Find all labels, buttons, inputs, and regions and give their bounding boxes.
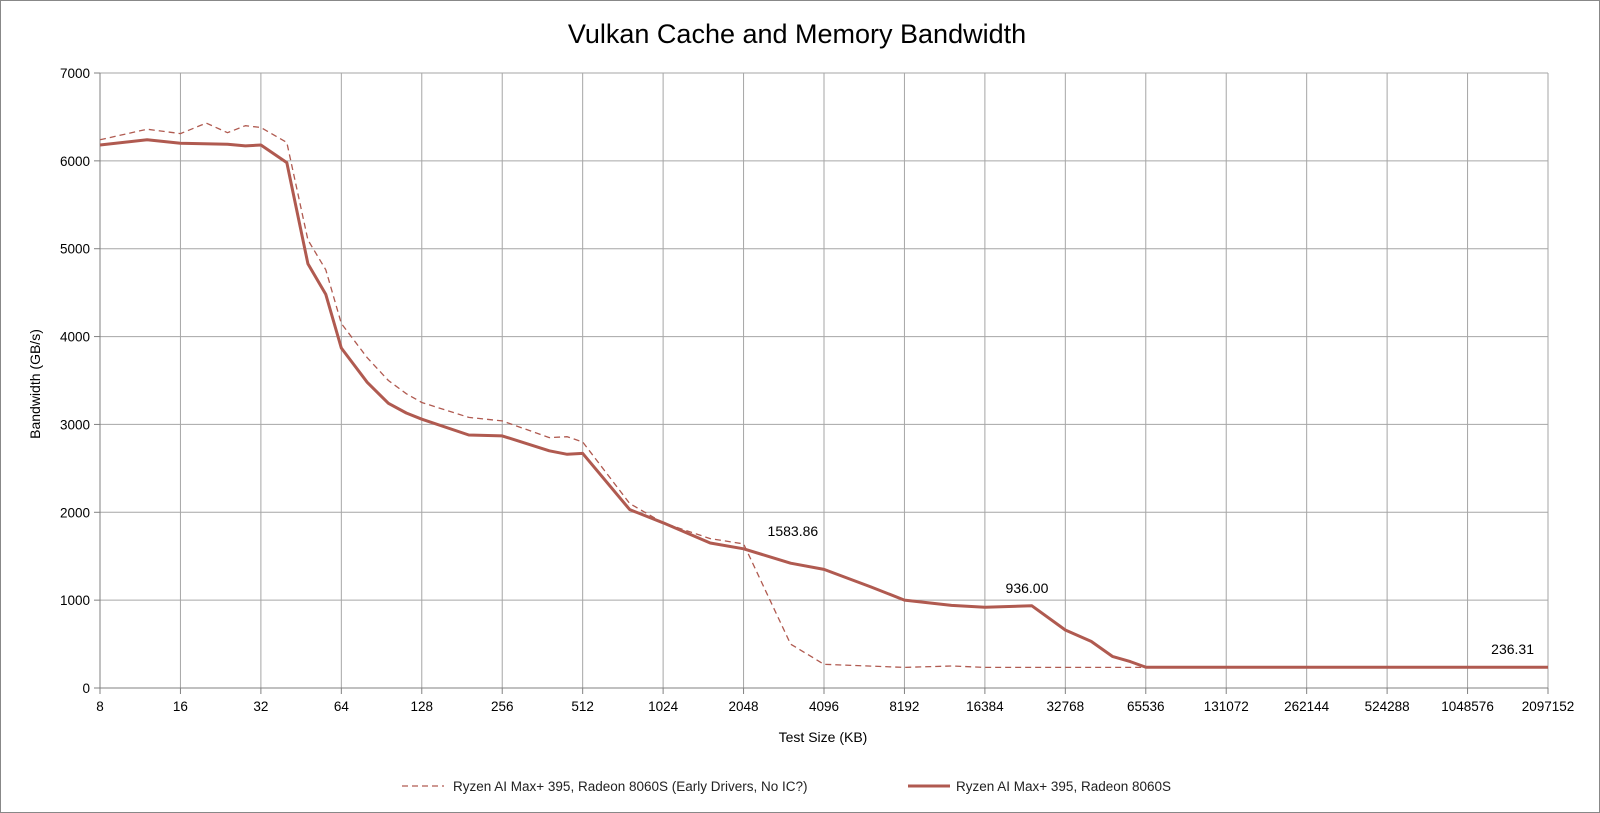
y-tick-label: 0 — [82, 681, 90, 696]
y-tick-label: 1000 — [60, 593, 90, 608]
x-tick-label: 2097152 — [1522, 699, 1575, 714]
series-line-current — [99, 138, 1548, 669]
legend-label-current: Ryzen AI Max+ 395, Radeon 8060S — [956, 779, 1171, 794]
x-tick-label: 64 — [334, 699, 350, 714]
grid — [99, 72, 1549, 689]
y-tick-labels: 0 1000 2000 3000 4000 5000 6000 7000 — [60, 66, 90, 696]
x-tick-label: 8192 — [889, 699, 919, 714]
series-layer — [99, 122, 1548, 669]
annotation-layer: 1583.86 936.00 236.31 — [768, 523, 1535, 657]
x-tick-label: 4096 — [809, 699, 839, 714]
x-tick-label: 256 — [491, 699, 514, 714]
y-tick-label: 5000 — [60, 242, 90, 257]
data-label: 236.31 — [1491, 641, 1534, 657]
x-tick-label: 1024 — [648, 699, 679, 714]
x-tick-label: 16384 — [966, 699, 1004, 714]
legend: Ryzen AI Max+ 395, Radeon 8060S (Early D… — [402, 779, 1171, 794]
data-label: 936.00 — [1006, 580, 1049, 596]
chart-title: Vulkan Cache and Memory Bandwidth — [568, 19, 1026, 49]
x-tick-label: 128 — [411, 699, 434, 714]
x-tick-label: 524288 — [1365, 699, 1410, 714]
x-tick-labels: 8 16 32 64 128 256 512 1024 2048 4096 8192 16384 327… — [96, 699, 1574, 714]
x-tick-label: 32 — [253, 699, 268, 714]
x-tick-label: 16 — [173, 699, 188, 714]
y-tick-label: 3000 — [60, 417, 90, 432]
y-tick-label: 7000 — [60, 66, 90, 81]
x-axis-label: Test Size (KB) — [779, 729, 868, 745]
x-tick-label: 512 — [571, 699, 594, 714]
legend-label-early-drivers: Ryzen AI Max+ 395, Radeon 8060S (Early D… — [453, 779, 808, 794]
x-tick-label: 32768 — [1047, 699, 1085, 714]
series-line-early-drivers — [99, 122, 1146, 669]
x-tick-label: 131072 — [1204, 699, 1249, 714]
data-label: 1583.86 — [768, 523, 819, 539]
x-tick-label: 1048576 — [1441, 699, 1494, 714]
axes — [94, 72, 1549, 694]
x-tick-label: 262144 — [1284, 699, 1330, 714]
y-tick-label: 4000 — [60, 330, 90, 345]
y-axis-label: Bandwidth (GB/s) — [27, 329, 43, 439]
x-tick-label: 2048 — [729, 699, 759, 714]
y-tick-label: 6000 — [60, 154, 90, 169]
x-tick-label: 65536 — [1127, 699, 1165, 714]
y-tick-label: 2000 — [60, 505, 90, 520]
x-tick-label: 8 — [96, 699, 104, 714]
